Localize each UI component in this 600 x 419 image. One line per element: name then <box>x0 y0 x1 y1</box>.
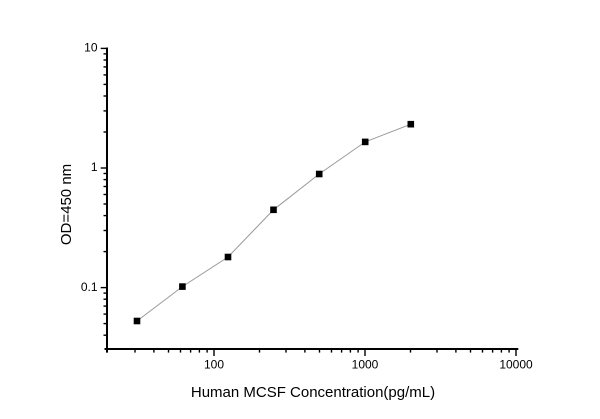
svg-text:1: 1 <box>91 160 98 174</box>
svg-text:100: 100 <box>204 358 224 372</box>
svg-text:10: 10 <box>84 41 98 55</box>
svg-text:Human MCSF Concentration(pg/mL: Human MCSF Concentration(pg/mL) <box>191 384 435 401</box>
svg-text:1000: 1000 <box>352 358 379 372</box>
svg-text:0.1: 0.1 <box>81 280 98 294</box>
svg-text:OD=450 nm: OD=450 nm <box>58 164 75 245</box>
svg-text:10000: 10000 <box>499 358 533 372</box>
